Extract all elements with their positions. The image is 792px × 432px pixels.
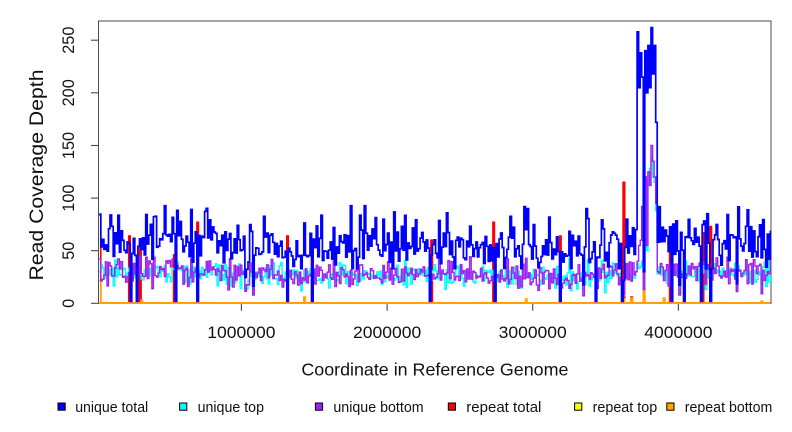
svg-text:repeat bottom: repeat bottom (685, 399, 773, 416)
svg-text:repeat top: repeat top (593, 399, 658, 416)
svg-text:Coordinate in Reference Genome: Coordinate in Reference Genome (301, 360, 568, 380)
svg-text:50: 50 (60, 242, 78, 260)
svg-text:Read Coverage Depth: Read Coverage Depth (27, 70, 48, 281)
svg-text:1000000: 1000000 (207, 323, 275, 342)
svg-text:200: 200 (60, 79, 78, 106)
svg-text:3000000: 3000000 (499, 323, 567, 342)
svg-text:250: 250 (60, 27, 78, 54)
svg-text:2000000: 2000000 (353, 323, 421, 342)
svg-text:unique bottom: unique bottom (333, 399, 423, 416)
svg-text:repeat total: repeat total (466, 399, 541, 416)
svg-text:unique total: unique total (75, 399, 148, 416)
svg-text:150: 150 (60, 132, 78, 159)
svg-text:4000000: 4000000 (644, 323, 712, 342)
svg-text:100: 100 (60, 185, 78, 212)
svg-text:unique top: unique top (198, 399, 264, 416)
svg-text:0: 0 (60, 299, 78, 308)
